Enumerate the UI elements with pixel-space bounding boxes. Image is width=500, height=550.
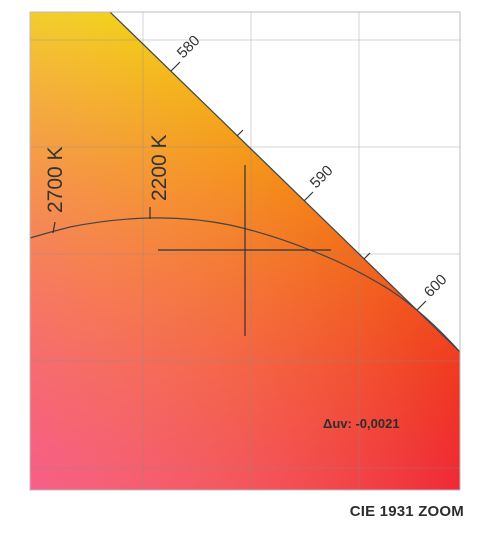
planckian-locus-labels: 2700 K 2200 K (44, 134, 171, 213)
spectral-locus-line (109, 11, 461, 353)
cct-tick-2700 (52, 221, 56, 234)
spectral-tick-580 (170, 61, 181, 72)
plot-frame (29, 11, 461, 491)
cct-label-2700: 2700 K (44, 146, 67, 213)
cct-label-2200: 2200 K (148, 134, 171, 201)
planckian-locus-ticks (52, 207, 151, 234)
spectral-locus-ticks (170, 61, 427, 311)
spectral-tick-600 (416, 300, 427, 311)
measured-point-crosshair (158, 165, 331, 336)
spectral-tick-585 (236, 129, 244, 137)
duv-label: Δuv: -0,0021 (323, 416, 400, 431)
spectral-tick-595 (363, 252, 371, 260)
spectral-tick-590 (303, 191, 314, 202)
planckian-locus-curve (29, 217, 461, 353)
chart-caption: CIE 1931 ZOOM (349, 503, 464, 520)
